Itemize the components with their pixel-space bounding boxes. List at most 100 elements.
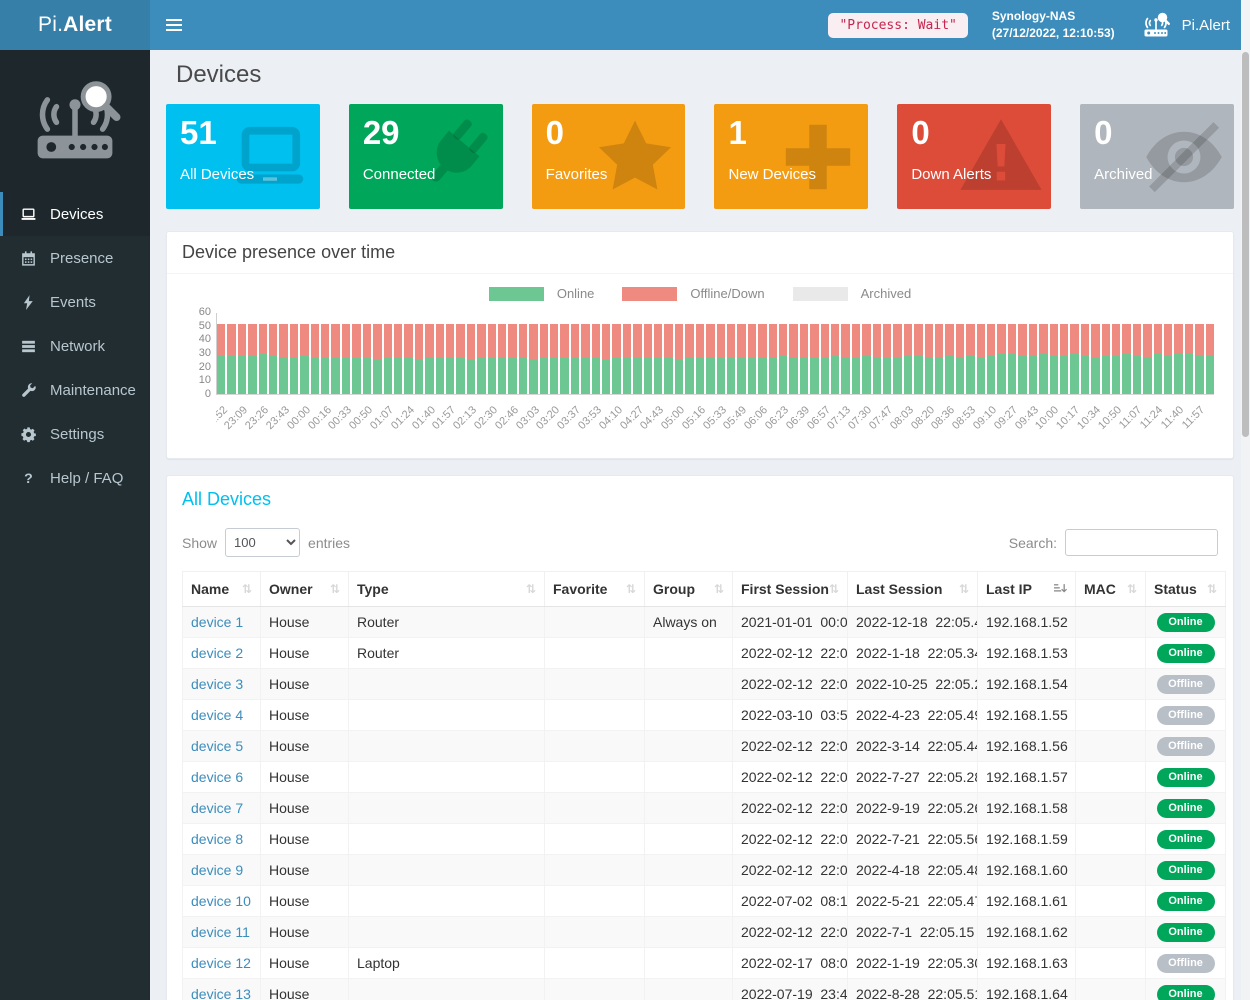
column-header-last-session[interactable]: Last Session ⇅ — [847, 571, 978, 607]
navbar-app-label: Pi.Alert — [1181, 16, 1230, 34]
device-link[interactable]: device 5 — [191, 738, 244, 754]
device-link[interactable]: device 8 — [191, 831, 244, 847]
column-header-last-ip[interactable]: Last IP — [977, 571, 1076, 607]
summary-card-down-alerts[interactable]: 0 Down Alerts — [897, 104, 1052, 209]
legend-swatch — [488, 286, 544, 301]
chart-bar — [1184, 324, 1194, 394]
sidebar-item-maintenance[interactable]: Maintenance — [0, 368, 150, 412]
cell-owner: House — [260, 916, 349, 948]
sort-icon[interactable]: ⇅ — [625, 582, 636, 596]
sort-asc-icon[interactable] — [1054, 582, 1067, 596]
device-link[interactable]: device 11 — [191, 924, 250, 940]
chart-y-tick: 60 — [198, 306, 211, 318]
cell-group — [644, 947, 733, 979]
column-header-mac[interactable]: MAC ⇅ — [1075, 571, 1146, 607]
status-badge: Online — [1156, 830, 1215, 849]
device-link[interactable]: device 1 — [191, 614, 244, 630]
table-row: device 4 House 2022-03-10 03:55 2022-4-23 2… — [182, 699, 1226, 731]
summary-card-new-devices[interactable]: 1 New Devices — [714, 104, 869, 209]
summary-cards: 51 All Devices 29 Connected 0 Favorites 1 New D… — [166, 104, 1234, 209]
pialert-router-icon — [1139, 12, 1173, 38]
sidebar-item-devices[interactable]: Devices — [0, 192, 150, 236]
scrollbar-thumb[interactable] — [1242, 52, 1249, 437]
sort-icon[interactable]: ⇅ — [525, 582, 536, 596]
cell-mac — [1075, 637, 1146, 669]
devices-icon — [20, 206, 37, 223]
cell-status: Offline — [1145, 730, 1226, 762]
sidebar-item-settings[interactable]: Settings — [0, 412, 150, 456]
device-link[interactable]: device 3 — [191, 676, 244, 692]
chart-bar — [217, 324, 226, 394]
device-link[interactable]: device 10 — [191, 893, 251, 909]
device-link[interactable]: device 6 — [191, 769, 244, 785]
events-icon — [20, 294, 37, 311]
device-link[interactable]: device 9 — [191, 862, 244, 878]
chart-bar — [1111, 324, 1121, 394]
page-scrollbar[interactable] — [1241, 0, 1250, 1000]
cell-favorite — [544, 823, 645, 855]
brand-logo[interactable]: Pi. Alert — [0, 0, 150, 50]
device-link[interactable]: device 12 — [191, 955, 251, 971]
summary-card-archived[interactable]: 0 Archived — [1080, 104, 1234, 209]
cell-status: Offline — [1145, 699, 1226, 731]
cell-status: Online — [1145, 606, 1226, 638]
chart-bar — [550, 324, 559, 394]
summary-card-all-devices[interactable]: 51 All Devices — [166, 104, 320, 209]
sort-icon[interactable]: ⇅ — [958, 582, 969, 596]
chart-bar — [508, 324, 517, 394]
search-input[interactable] — [1065, 529, 1218, 556]
sidebar-item-help-faq[interactable]: ? Help / FAQ — [0, 456, 150, 500]
sidebar-item-presence[interactable]: Presence — [0, 236, 150, 280]
cell-first-session: 2022-02-12 22:05 — [732, 761, 848, 793]
device-link[interactable]: device 2 — [191, 645, 244, 661]
cell-last-session: 2022-8-28 22:05.51 — [847, 978, 978, 1000]
chart-bar — [1028, 324, 1038, 394]
page-length-select[interactable]: 100 — [225, 528, 301, 557]
cell-name: device 7 — [182, 792, 261, 824]
column-header-owner[interactable]: Owner ⇅ — [260, 571, 349, 607]
cell-type — [348, 854, 545, 886]
cell-name: device 8 — [182, 823, 261, 855]
warning-icon — [959, 115, 1043, 199]
chart-bar — [497, 324, 507, 394]
host-name: Synology-NAS — [991, 8, 1076, 23]
maintenance-icon — [20, 382, 37, 399]
cell-favorite — [544, 792, 645, 824]
table-row: device 9 House 2022-02-12 22:05 2022-4-18 2… — [182, 854, 1226, 886]
cell-first-session: 2022-02-12 22:05 — [732, 823, 848, 855]
cell-group — [644, 761, 733, 793]
hamburger-menu-icon[interactable] — [166, 16, 182, 34]
chart-bar — [300, 324, 309, 394]
column-header-favorite[interactable]: Favorite ⇅ — [544, 571, 645, 607]
column-label: Name — [191, 581, 230, 597]
navbar-app[interactable]: Pi.Alert — [1139, 12, 1230, 38]
chart-bar — [1195, 324, 1204, 394]
chart-bar — [862, 324, 871, 394]
chart-bar — [820, 324, 829, 394]
sort-icon[interactable]: ⇅ — [828, 582, 839, 596]
sort-icon[interactable]: ⇅ — [713, 582, 724, 596]
column-header-type[interactable]: Type ⇅ — [348, 571, 545, 607]
chart-y-tick: 40 — [198, 333, 211, 346]
summary-card-favorites[interactable]: 0 Favorites — [531, 104, 686, 209]
device-link[interactable]: device 4 — [191, 707, 244, 723]
column-header-first-session[interactable]: First Session ⇅ — [732, 571, 848, 607]
sort-icon[interactable]: ⇅ — [329, 582, 340, 596]
device-link[interactable]: device 7 — [191, 800, 244, 816]
sort-icon[interactable]: ⇅ — [1206, 582, 1217, 596]
summary-card-connected[interactable]: 29 Connected — [348, 104, 503, 209]
column-header-status[interactable]: Status ⇅ — [1145, 571, 1226, 607]
chart-bar — [477, 324, 486, 394]
device-link[interactable]: device 13 — [191, 986, 251, 1000]
card-label: Favorites — [545, 166, 608, 184]
column-header-name[interactable]: Name ⇅ — [182, 571, 261, 607]
chart-bar — [414, 324, 424, 394]
sort-icon[interactable]: ⇅ — [1126, 582, 1137, 596]
cell-status: Online — [1145, 792, 1226, 824]
legend-item-online: Online — [488, 286, 594, 301]
sidebar-item-network[interactable]: Network — [0, 324, 150, 368]
sort-icon[interactable]: ⇅ — [241, 582, 252, 596]
sidebar-item-events[interactable]: Events — [0, 280, 150, 324]
column-header-group[interactable]: Group ⇅ — [644, 571, 733, 607]
status-badge: Online — [1156, 923, 1215, 942]
